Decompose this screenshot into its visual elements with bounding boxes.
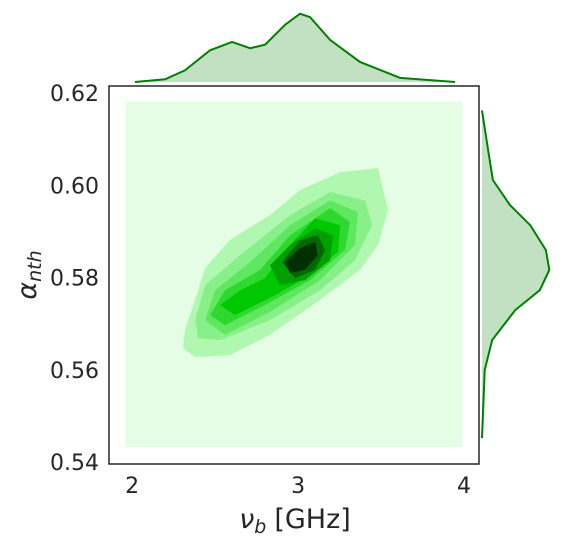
marginal-x-area	[135, 13, 456, 82]
x-tick-label: 2	[125, 474, 139, 499]
marginal-y-area	[482, 110, 550, 439]
y-tick-label: 0.58	[50, 267, 99, 292]
x-tick-label: 4	[457, 474, 471, 499]
x-tick-label: 3	[291, 474, 305, 499]
marginal-y-line	[481, 110, 551, 439]
axes-frame	[108, 85, 480, 465]
marginal-x-line	[134, 12, 456, 83]
y-axis-label: αnth	[12, 250, 46, 299]
y-tick-label: 0.60	[50, 174, 99, 199]
y-tick-label: 0.56	[50, 359, 99, 384]
y-tick-label: 0.62	[50, 82, 99, 107]
x-axis-label: νb [GHz]	[239, 504, 351, 538]
kde-contour	[285, 242, 318, 274]
y-tick-label: 0.54	[50, 451, 99, 476]
